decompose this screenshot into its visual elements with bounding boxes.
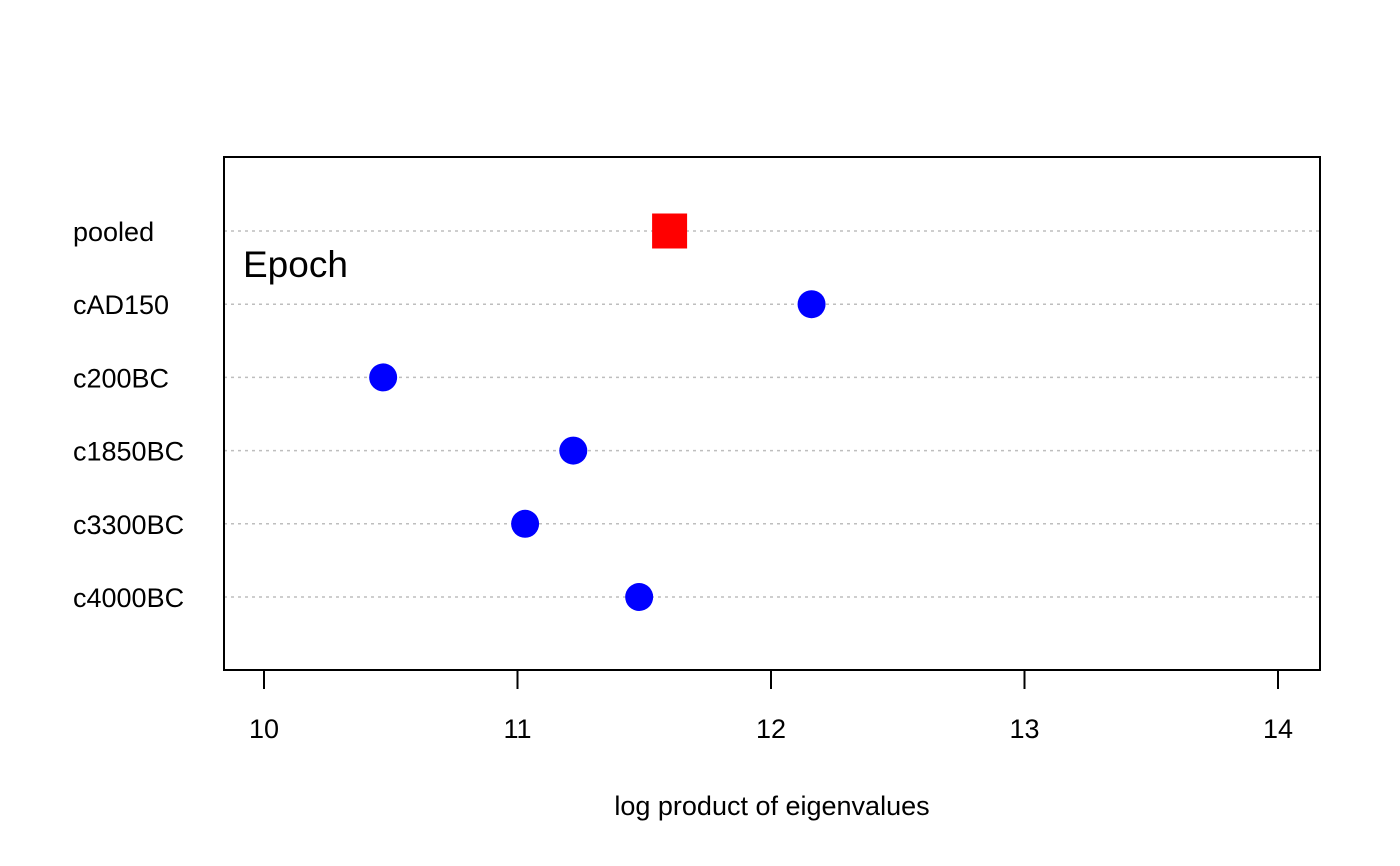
x-axis-title: log product of eigenvalues	[614, 791, 929, 821]
x-tick-label: 10	[249, 714, 279, 744]
plot-frame	[223, 156, 1321, 671]
x-axis: 10 11 12 13 14	[249, 669, 1293, 744]
point-cAD150	[797, 290, 826, 319]
point-c200BC	[369, 363, 398, 392]
point-c3300BC	[511, 509, 540, 538]
x-tick-label: 11	[503, 714, 531, 744]
panel-label: Epoch	[243, 244, 348, 285]
x-tick-label: 12	[756, 714, 786, 744]
point-pooled	[652, 213, 688, 249]
point-c4000BC	[625, 583, 654, 611]
category-label-c3300BC: c3300BC	[73, 510, 184, 540]
category-label-cAD150: cAD150	[73, 290, 169, 320]
point-c1850BC	[559, 436, 588, 465]
x-tick-label: 14	[1263, 714, 1293, 744]
category-label-c1850BC: c1850BC	[73, 437, 184, 467]
category-label-pooled: pooled	[73, 217, 154, 247]
category-label-c4000BC: c4000BC	[73, 583, 184, 613]
x-tick-label: 13	[1009, 714, 1039, 744]
gridlines	[224, 230, 1320, 598]
category-labels: pooled cAD150 c200BC c1850BC c3300BC c4000BC	[73, 217, 184, 613]
data-points	[369, 213, 826, 611]
category-label-c200BC: c200BC	[73, 363, 169, 393]
